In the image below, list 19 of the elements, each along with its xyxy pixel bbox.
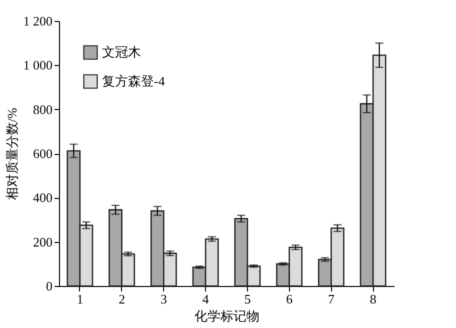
- y-tick-label: 0: [46, 278, 52, 294]
- y-tick-label: 800: [33, 102, 52, 117]
- x-tick-label: 2: [118, 292, 126, 306]
- y-tick-label: 600: [33, 146, 52, 161]
- x-tick-label: 3: [160, 292, 167, 306]
- x-tick-label: 4: [202, 292, 210, 306]
- x-tick-label: 8: [370, 292, 376, 306]
- y-tick-label: 200: [33, 234, 52, 250]
- legend-label: 文冠木: [102, 44, 141, 60]
- y-tick-label: 1 200: [23, 14, 52, 28]
- x-tick-label: 5: [244, 292, 251, 306]
- y-tick-label: 400: [33, 190, 52, 206]
- y-tick-label: 1 000: [23, 58, 52, 73]
- x-tick-label: 7: [328, 292, 335, 306]
- x-tick-label: 6: [286, 292, 294, 306]
- y-axis-title: 相对质量分数/%: [4, 108, 20, 200]
- x-axis-title: 化学标记物: [194, 308, 260, 324]
- legend-label: 复方森登-4: [102, 74, 166, 88]
- x-tick-label: 1: [76, 292, 84, 306]
